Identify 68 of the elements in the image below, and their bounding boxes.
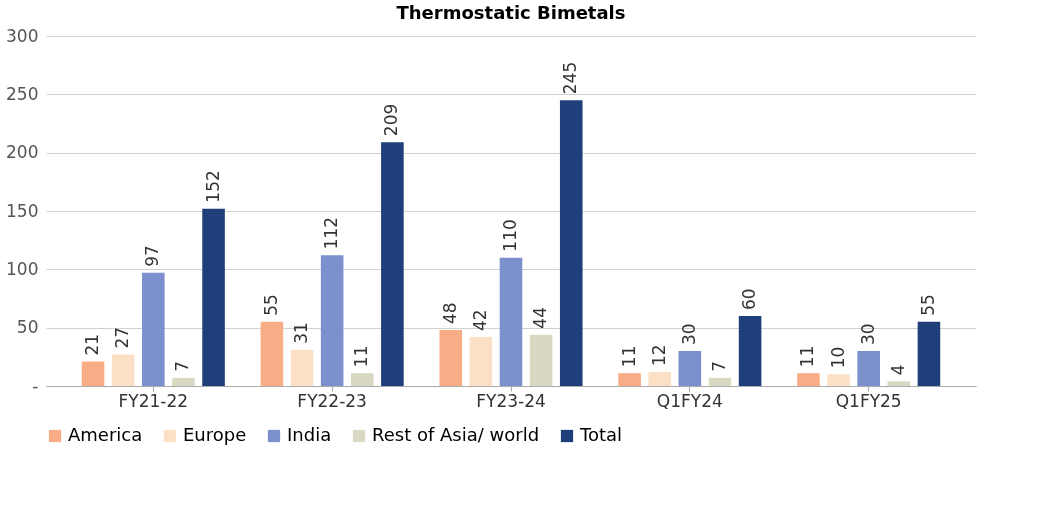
data-label: 209 bbox=[381, 103, 402, 137]
y-tick-label: 200 bbox=[6, 142, 39, 163]
bar bbox=[678, 351, 702, 386]
legend-label: Rest of Asia/ world bbox=[372, 424, 540, 445]
legend-label: America bbox=[68, 424, 143, 445]
x-tick-label: FY23-24 bbox=[476, 390, 546, 411]
bar bbox=[439, 330, 463, 386]
legend-label: India bbox=[287, 424, 332, 445]
data-label: 97 bbox=[142, 245, 163, 267]
legend-label: Europe bbox=[183, 424, 247, 445]
data-label: 42 bbox=[469, 309, 490, 331]
y-tick-label: 150 bbox=[6, 200, 39, 221]
bar bbox=[887, 381, 911, 386]
data-label: 60 bbox=[739, 288, 760, 310]
bar bbox=[202, 208, 225, 386]
bar bbox=[648, 372, 672, 386]
data-label: 55 bbox=[917, 294, 938, 316]
bar bbox=[381, 142, 404, 386]
bar bbox=[917, 321, 941, 386]
bar bbox=[529, 334, 553, 386]
bar bbox=[290, 349, 314, 386]
data-label: 152 bbox=[202, 170, 223, 203]
bar bbox=[827, 374, 850, 386]
bar bbox=[499, 257, 523, 386]
bar bbox=[469, 337, 493, 386]
bar bbox=[857, 351, 880, 386]
y-tick-label: 250 bbox=[6, 83, 39, 104]
data-label: 55 bbox=[260, 294, 281, 316]
data-label: 245 bbox=[560, 61, 581, 95]
x-tick-label: Q1FY25 bbox=[835, 390, 902, 411]
y-tick-label: - bbox=[32, 375, 39, 396]
x-tick-label: Q1FY24 bbox=[656, 390, 723, 411]
data-label: 7 bbox=[708, 361, 729, 372]
data-label: 27 bbox=[112, 326, 133, 349]
data-label: 21 bbox=[82, 333, 103, 356]
data-label: 30 bbox=[678, 323, 699, 345]
data-label: 110 bbox=[500, 219, 520, 252]
data-label: 112 bbox=[321, 216, 342, 250]
bar bbox=[260, 321, 284, 386]
bar bbox=[559, 100, 583, 386]
bar bbox=[350, 373, 374, 386]
legend-label: Total bbox=[579, 424, 623, 445]
y-tick-label: 50 bbox=[16, 317, 39, 338]
y-tick-label: 100 bbox=[6, 258, 39, 279]
data-label: 44 bbox=[530, 307, 551, 329]
bar bbox=[172, 377, 195, 386]
bar bbox=[797, 373, 820, 386]
data-label: 7 bbox=[172, 361, 193, 372]
bar bbox=[618, 373, 641, 386]
data-label: 11 bbox=[797, 345, 818, 368]
data-label: 10 bbox=[827, 346, 848, 369]
bar bbox=[81, 361, 105, 386]
bar bbox=[320, 255, 344, 386]
chart-title: Thermostatic Bimetals bbox=[396, 2, 626, 23]
bar bbox=[142, 272, 165, 386]
data-label: 31 bbox=[291, 322, 312, 344]
x-tick-label: FY22-23 bbox=[297, 390, 367, 411]
data-label: 4 bbox=[887, 364, 908, 376]
data-label: 12 bbox=[648, 344, 669, 366]
data-label: 11 bbox=[351, 345, 372, 368]
x-tick-label: FY21-22 bbox=[118, 390, 189, 411]
data-label: 11 bbox=[618, 345, 639, 368]
bar bbox=[708, 377, 732, 386]
y-tick-label: 300 bbox=[6, 25, 39, 46]
bar bbox=[738, 316, 762, 386]
data-label: 30 bbox=[857, 323, 878, 345]
data-label: 48 bbox=[439, 302, 460, 324]
bar bbox=[111, 354, 135, 386]
